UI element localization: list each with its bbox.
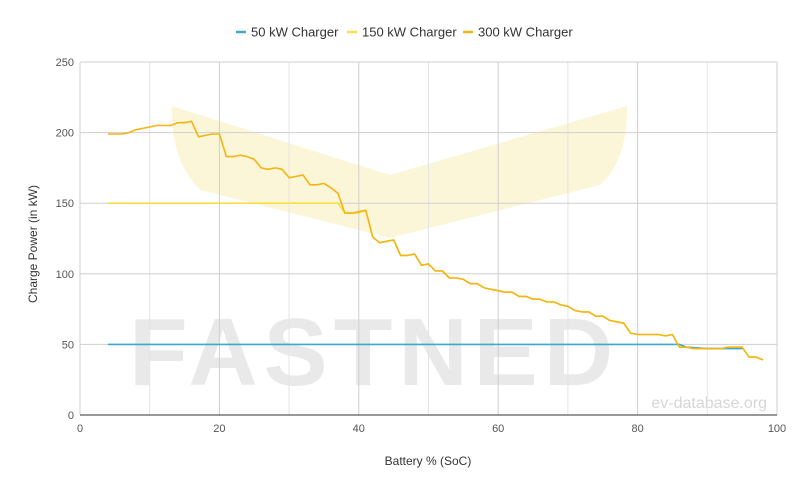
legend-label: 150 kW Charger xyxy=(362,25,457,40)
legend-label: 50 kW Charger xyxy=(251,25,339,40)
watermark-text: FASTNED xyxy=(129,299,619,406)
x-tick-label: 0 xyxy=(77,423,83,435)
fastned-logo-shape xyxy=(171,106,628,238)
x-tick-label: 40 xyxy=(353,423,365,435)
watermark-url: ev-database.org xyxy=(651,395,767,412)
series-lines xyxy=(107,120,764,361)
x-tick-label: 20 xyxy=(213,423,225,435)
y-axis-title: Charge Power (in kW) xyxy=(26,185,40,303)
x-axis-title: Battery % (SoC) xyxy=(385,454,472,468)
watermark-layer: FASTNED ev-database.org xyxy=(129,106,767,412)
series-line-300-kw-charger xyxy=(107,120,764,361)
y-tick-label: 50 xyxy=(62,339,74,351)
axes: 0 50 100 150 200 250 0 20 40 60 80 100 xyxy=(56,57,787,435)
legend-label: 300 kW Charger xyxy=(478,25,573,40)
legend[interactable]: 50 kW Charger 150 kW Charger 300 kW Charge… xyxy=(236,25,573,40)
y-tick-label: 0 xyxy=(68,410,74,422)
x-tick-label: 60 xyxy=(492,423,504,435)
y-tick-label: 250 xyxy=(56,57,74,69)
legend-item-1[interactable]: 50 kW Charger xyxy=(236,25,339,40)
legend-item-3[interactable]: 300 kW Charger xyxy=(463,25,573,40)
y-tick-label: 100 xyxy=(56,269,74,281)
y-tick-label: 150 xyxy=(56,198,74,210)
x-tick-label: 80 xyxy=(631,423,643,435)
x-tick-label: 100 xyxy=(768,423,786,435)
y-tick-label: 200 xyxy=(56,128,74,140)
legend-item-2[interactable]: 150 kW Charger xyxy=(347,25,457,40)
